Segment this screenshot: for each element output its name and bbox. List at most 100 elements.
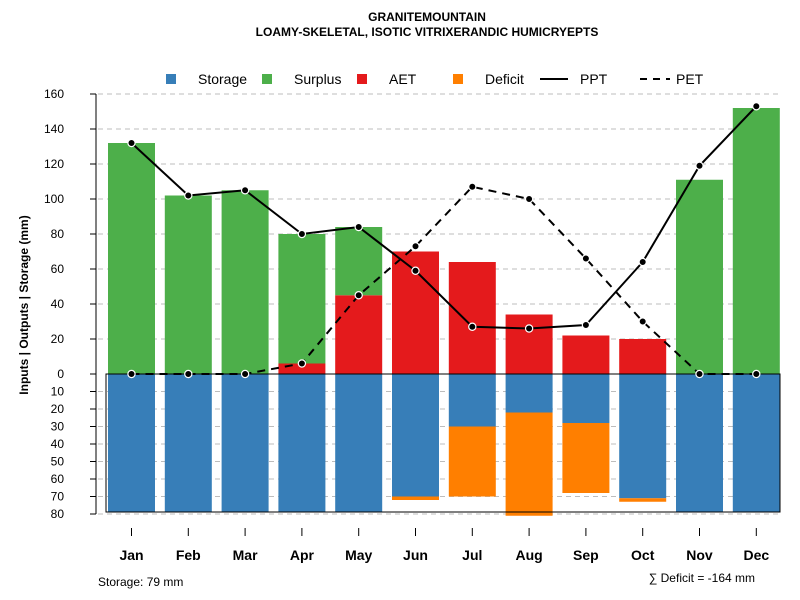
surplus-bar: [108, 143, 155, 374]
ppt-point: [468, 322, 477, 331]
storage-note: Storage: 79 mm: [98, 575, 183, 589]
chart-subtitle: LOAMY-SKELETAL, ISOTIC VITRIXERANDIC HUM…: [256, 25, 599, 39]
ppt-point: [638, 257, 647, 267]
x-tick-label: Jul: [462, 547, 482, 563]
y-axis-label: Inputs | Outputs | Storage (mm): [17, 215, 31, 394]
x-tick-label: Jun: [403, 547, 428, 563]
x-tick-label: Dec: [743, 547, 769, 563]
storage-bar: [562, 374, 610, 423]
pet-point: [468, 182, 477, 191]
ppt-point: [752, 102, 761, 111]
legend-swatch-deficit: [453, 74, 463, 84]
ppt-point: [524, 324, 534, 333]
y-tick-label: 0: [57, 367, 64, 381]
x-tick-label: Jan: [119, 547, 143, 563]
surplus-bar: [676, 179, 723, 374]
y-tick-label: 120: [44, 157, 64, 171]
legend-swatch-storage: [166, 74, 176, 84]
deficit-bar: [392, 496, 439, 500]
pet-point: [297, 359, 307, 368]
surplus-bar: [164, 195, 212, 374]
aet-bar: [562, 335, 610, 374]
ppt-point: [695, 161, 704, 170]
surplus-bar: [221, 190, 269, 374]
aet-bar: [505, 314, 553, 374]
y-tick-label: 30: [51, 420, 65, 434]
bars: [108, 108, 780, 516]
pet-point: [524, 194, 534, 204]
pet-point: [695, 369, 704, 379]
aet-bar: [619, 339, 667, 374]
legend-label-pet: PET: [676, 71, 704, 87]
y-tick-label: 70: [51, 490, 65, 504]
legend-label-aet: AET: [389, 71, 417, 87]
x-tick-label: Feb: [176, 547, 201, 563]
aet-bar: [278, 363, 326, 374]
storage-bar: [335, 374, 383, 513]
y-tick-label: 60: [51, 472, 65, 486]
storage-bar: [108, 374, 155, 513]
pet-point: [127, 369, 136, 379]
x-tick-label: Apr: [290, 547, 315, 563]
storage-bar: [732, 374, 780, 513]
ppt-point: [581, 320, 591, 330]
storage-bar: [278, 374, 326, 513]
deficit-bar: [619, 498, 667, 502]
ppt-point: [240, 186, 250, 195]
y-tick-label: 40: [51, 437, 65, 451]
ppt-point: [297, 229, 307, 239]
aet-bar: [335, 295, 383, 374]
surplus-bar: [335, 227, 383, 296]
x-tick-label: Oct: [631, 547, 655, 563]
ppt-point: [127, 138, 136, 148]
storage-bar: [619, 374, 667, 499]
y-tick-label: 140: [44, 122, 64, 136]
y-tick-label: 50: [51, 455, 65, 469]
y-tick-label: 100: [44, 192, 64, 206]
surplus-bar: [278, 234, 326, 364]
pet-point: [581, 254, 591, 263]
pet-point: [184, 369, 193, 379]
y-tick-label: 60: [51, 262, 65, 276]
legend-label-deficit: Deficit: [485, 71, 524, 87]
ppt-line: [130, 105, 758, 330]
series-lines: [127, 102, 761, 379]
storage-bar: [448, 374, 496, 427]
y-axis: 160 140 120 100 80 60 40 20 0 10 20 30 40 50 60 70 80: [44, 87, 97, 521]
legend-label-surplus: Surplus: [294, 71, 341, 87]
pet-point: [411, 242, 420, 251]
gridlines: [98, 93, 780, 515]
chart-title: GRANITEMOUNTAIN: [368, 10, 486, 24]
x-axis: Jan Feb Mar Apr May Jun Jul Aug Sep Oct Nov Dec: [119, 528, 769, 563]
x-tick-label: May: [345, 547, 372, 563]
x-tick-label: Nov: [686, 547, 713, 563]
storage-bar: [392, 374, 439, 497]
legend-swatch-surplus: [262, 74, 272, 84]
aet-bar: [448, 262, 496, 374]
y-tick-label: 160: [44, 87, 64, 101]
deficit-bar: [562, 423, 610, 493]
storage-bar: [221, 374, 269, 513]
pet-point: [752, 369, 761, 379]
y-tick-label: 10: [51, 385, 65, 399]
surplus-bar: [732, 108, 780, 374]
ppt-point: [411, 266, 420, 275]
legend: Storage Surplus AET Deficit PPT PET: [166, 71, 704, 87]
y-tick-label: 20: [51, 332, 65, 346]
x-tick-label: Mar: [233, 547, 258, 563]
pet-line: [131, 185, 757, 375]
x-tick-label: Aug: [515, 547, 542, 563]
pet-point: [240, 369, 250, 379]
pet-point: [638, 317, 647, 326]
deficit-bar: [505, 412, 553, 516]
legend-label-storage: Storage: [198, 71, 247, 87]
storage-bar: [676, 374, 723, 513]
deficit-bar: [448, 426, 496, 497]
pet-point: [354, 291, 363, 300]
ppt-point: [354, 222, 363, 232]
legend-label-ppt: PPT: [580, 71, 608, 87]
storage-bar: [505, 374, 553, 413]
y-tick-label: 20: [51, 402, 65, 416]
x-tick-label: Sep: [573, 547, 599, 563]
